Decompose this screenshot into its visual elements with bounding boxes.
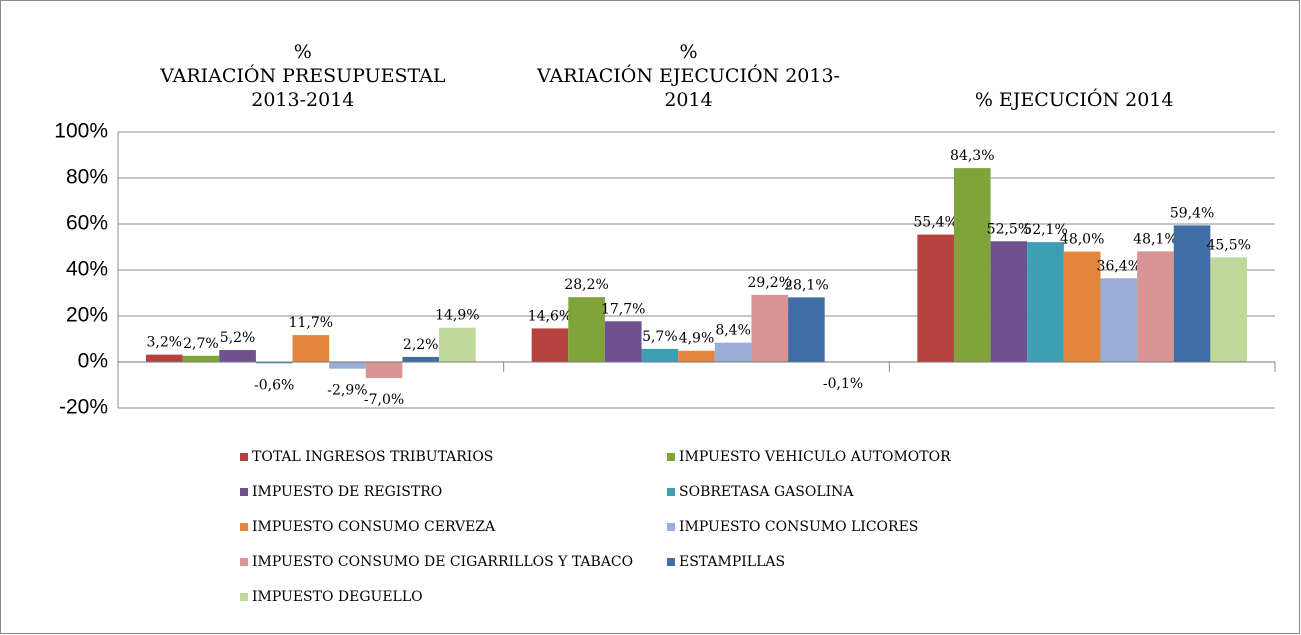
bar	[953, 168, 991, 362]
y-tick-label: -20%	[59, 396, 108, 419]
bar	[1063, 251, 1101, 362]
data-label: 28,2%	[564, 277, 608, 293]
bar	[1173, 225, 1211, 362]
data-label: 48,0%	[1060, 232, 1104, 248]
data-label: 52,5%	[987, 221, 1031, 237]
legend-label: IMPUESTO CONSUMO DE CIGARRILLOS Y TABACO	[252, 554, 633, 570]
bar	[219, 350, 256, 362]
bar	[788, 297, 825, 362]
data-label: 84,3%	[950, 148, 994, 164]
legend-swatch	[240, 453, 248, 461]
data-label: -7,0%	[364, 392, 404, 408]
data-label: 3,2%	[147, 335, 183, 351]
data-label: 2,2%	[403, 337, 439, 353]
bar	[182, 355, 220, 362]
bar	[1137, 251, 1174, 362]
data-label: 14,6%	[528, 308, 572, 324]
data-label: -0,6%	[254, 377, 294, 393]
y-tick-label: 0%	[78, 350, 108, 373]
data-label: 36,4%	[1097, 258, 1141, 274]
bar	[1100, 278, 1138, 362]
data-label: 5,2%	[220, 330, 256, 346]
legend-swatch	[240, 558, 248, 566]
bar	[329, 362, 366, 369]
legend-label: IMPUESTO CONSUMO LICORES	[679, 519, 918, 535]
data-label: 48,1%	[1133, 231, 1177, 247]
legend-swatch	[667, 523, 675, 531]
data-label: 11,7%	[289, 315, 333, 331]
legend-label: SOBRETASA GASOLINA	[679, 484, 854, 500]
legend-label: IMPUESTO DE REGISTRO	[252, 484, 442, 500]
bar	[255, 362, 293, 364]
legend-label: IMPUESTO DEGUELLO	[252, 589, 423, 605]
data-label: 4,9%	[679, 331, 715, 347]
data-label: 28,1%	[784, 277, 828, 293]
bar	[751, 294, 789, 362]
y-tick-label: 80%	[66, 166, 108, 189]
bar	[990, 241, 1028, 362]
category-label: % VARIACIÓN PRESUPUESTAL 2013-2014	[160, 41, 446, 111]
y-tick-label: 60%	[66, 212, 108, 235]
y-tick-label: 100%	[54, 120, 108, 143]
data-label: -0,1%	[823, 376, 863, 392]
legend-label: IMPUESTO CONSUMO CERVEZA	[252, 519, 496, 535]
data-label: 55,4%	[913, 215, 957, 231]
bar	[402, 356, 440, 362]
data-label: 17,7%	[601, 301, 645, 317]
bar	[714, 342, 752, 362]
legend-label: IMPUESTO VEHICULO AUTOMOTOR	[679, 449, 951, 465]
bar	[292, 335, 330, 362]
data-label: -2,9%	[327, 383, 367, 399]
y-tick-label: 20%	[66, 304, 108, 327]
bar	[1210, 257, 1247, 362]
legend-swatch	[667, 558, 675, 566]
bar	[146, 354, 183, 362]
category-label: % VARIACIÓN EJECUCIÓN 2013- 2014	[537, 41, 840, 111]
legend-label: TOTAL INGRESOS TRIBUTARIOS	[252, 449, 493, 465]
category-label: % EJECUCIÓN 2014	[974, 89, 1174, 111]
bar	[678, 350, 715, 362]
bar	[1027, 242, 1064, 362]
data-label: 45,5%	[1206, 237, 1250, 253]
bar	[531, 328, 569, 362]
bar	[568, 297, 605, 362]
data-label: 5,7%	[642, 329, 678, 345]
data-label: 8,4%	[715, 323, 751, 339]
data-label: 29,2%	[748, 275, 792, 291]
legend-swatch	[240, 488, 248, 496]
bar	[365, 362, 403, 379]
legend-swatch	[240, 593, 248, 601]
legend-swatch	[240, 523, 248, 531]
bar	[604, 321, 642, 362]
legend-swatch	[667, 453, 675, 461]
bar	[439, 327, 476, 362]
legend-label: ESTAMPILLAS	[679, 554, 785, 570]
y-tick-label: 40%	[66, 258, 108, 281]
data-label: 14,9%	[435, 308, 479, 324]
legend-swatch	[667, 488, 675, 496]
bar	[917, 234, 954, 362]
data-label: 52,1%	[1023, 222, 1067, 238]
data-label: 59,4%	[1170, 205, 1214, 221]
data-label: 2,7%	[183, 336, 219, 352]
bar	[641, 348, 679, 362]
